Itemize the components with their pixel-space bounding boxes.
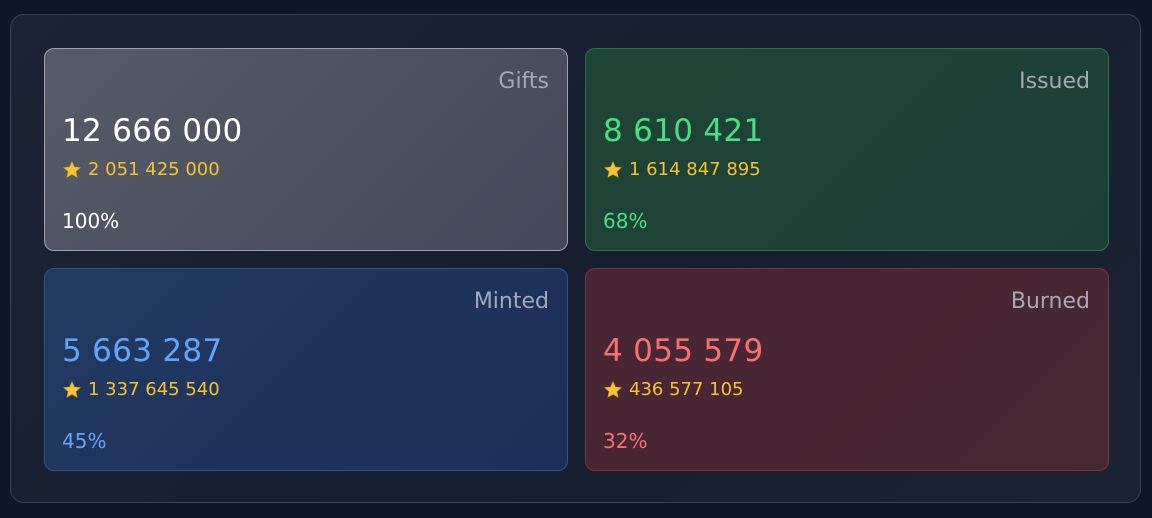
gifts-card: Gifts 12 666 000 2 051 425 000 100% [44, 48, 568, 251]
card-title: Gifts [498, 69, 549, 94]
card-percent: 45% [62, 429, 107, 453]
card-title: Issued [1019, 69, 1090, 94]
star-icon [604, 380, 622, 398]
card-percent: 68% [603, 209, 648, 233]
card-stars: 436 577 105 [603, 379, 744, 400]
star-icon [63, 380, 81, 398]
card-title: Burned [1010, 289, 1090, 314]
card-stars: 2 051 425 000 [62, 159, 220, 180]
stars-value: 436 577 105 [629, 379, 744, 400]
card-count: 4 055 579 [603, 333, 764, 369]
stars-value: 2 051 425 000 [88, 159, 220, 180]
burned-card: Burned 4 055 579 436 577 105 32% [585, 268, 1109, 471]
stars-value: 1 337 645 540 [88, 379, 220, 400]
card-count: 5 663 287 [62, 333, 223, 369]
card-percent: 100% [62, 209, 120, 233]
stars-value: 1 614 847 895 [629, 159, 761, 180]
star-icon [604, 160, 622, 178]
minted-card: Minted 5 663 287 1 337 645 540 45% [44, 268, 568, 471]
issued-card: Issued 8 610 421 1 614 847 895 68% [585, 48, 1109, 251]
card-count: 12 666 000 [62, 113, 243, 149]
card-title: Minted [473, 289, 549, 314]
card-stars: 1 614 847 895 [603, 159, 761, 180]
star-icon [63, 160, 81, 178]
card-count: 8 610 421 [603, 113, 764, 149]
card-percent: 32% [603, 429, 648, 453]
card-stars: 1 337 645 540 [62, 379, 220, 400]
